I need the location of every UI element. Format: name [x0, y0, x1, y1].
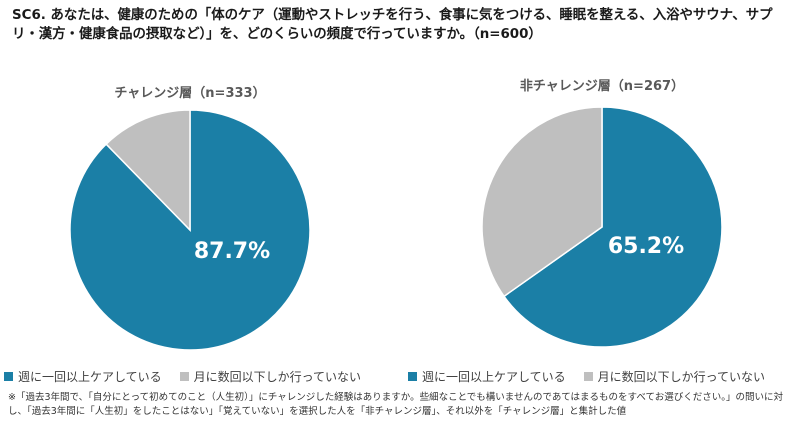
legend-swatch-weekly	[4, 372, 13, 381]
legend-swatch-monthly	[179, 372, 189, 381]
pie-slice-challenge-1	[105, 109, 191, 232]
legend-label-monthly: 月に数回以下しか行っていない	[193, 370, 362, 384]
footnote: ※「過去3年間で、「自分にとって初めてのこと（人生初）」にチャレンジした経験はあ…	[8, 392, 783, 417]
legend-label-weekly: 週に一回以上ケアしている	[18, 370, 162, 384]
data-label-non-challenge: 65.2%	[608, 234, 684, 259]
legend-non-challenge: 週に一回以上ケアしている 月に数回以下しか行っていない	[408, 368, 783, 385]
legend-item-monthly: 月に数回以下しか行っていない	[179, 368, 362, 385]
legend-swatch-monthly	[583, 372, 593, 381]
pie-non-challenge: 65.2%	[481, 106, 723, 348]
pie-challenge: 87.7%	[69, 109, 311, 351]
chart-title-challenge: チャレンジ層（n=333）	[114, 86, 266, 101]
pie-slice-non-challenge-0	[502, 106, 723, 348]
legend-swatch-weekly	[408, 372, 417, 381]
legend-challenge: 週に一回以上ケアしている 月に数回以下しか行っていない	[4, 368, 379, 385]
pie-slice-non-challenge-1	[481, 106, 603, 298]
data-label-challenge: 87.7%	[194, 239, 270, 264]
chart-title-non-challenge: 非チャレンジ層（n=267）	[519, 79, 685, 94]
legend-item-monthly: 月に数回以下しか行っていない	[583, 368, 766, 385]
legend-item-weekly: 週に一回以上ケアしている	[408, 368, 566, 385]
legend-item-weekly: 週に一回以上ケアしている	[4, 368, 162, 385]
legend-label-weekly: 週に一回以上ケアしている	[422, 370, 566, 384]
legend-label-monthly: 月に数回以下しか行っていない	[597, 370, 766, 384]
question-title: SC6. あなたは、健康のための「体のケア（運動やストレッチを行う、食事に気をつ…	[12, 8, 773, 42]
